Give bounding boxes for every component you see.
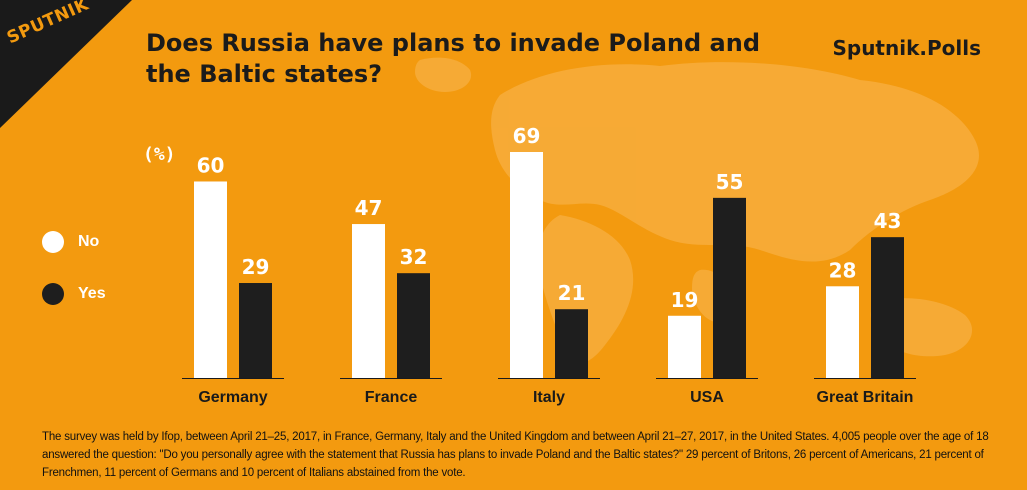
logo-shape bbox=[0, 0, 132, 128]
legend-label-no: No bbox=[78, 233, 100, 250]
value-label-italy-yes: 21 bbox=[558, 281, 586, 305]
legend-item-yes: Yes bbox=[42, 283, 106, 305]
value-label-great-britain-yes: 43 bbox=[874, 209, 902, 233]
legend-label-yes: Yes bbox=[78, 285, 106, 302]
bar-france-no bbox=[352, 224, 385, 378]
bar-usa-yes bbox=[713, 197, 746, 378]
bar-italy-yes bbox=[555, 309, 588, 378]
survey-footnote: The survey was held by Ifop, between Apr… bbox=[42, 431, 989, 479]
chart-title: Does Russia have plans to invade Poland … bbox=[146, 29, 760, 88]
legend-swatch-yes bbox=[42, 283, 64, 305]
bar-germany-no bbox=[194, 181, 227, 378]
bar-great-britain-yes bbox=[871, 237, 904, 378]
category-label-usa: USA bbox=[690, 389, 724, 406]
sputnik-logo: SPUTNIK bbox=[0, 0, 140, 130]
legend-item-no: No bbox=[42, 231, 99, 253]
legend-swatch-no bbox=[42, 231, 64, 253]
category-label-germany: Germany bbox=[198, 389, 267, 406]
value-label-germany-yes: 29 bbox=[242, 255, 270, 279]
unit-label: (%) bbox=[143, 144, 176, 165]
bar-great-britain-no bbox=[826, 286, 859, 378]
bar-usa-no bbox=[668, 315, 701, 378]
bar-italy-no bbox=[510, 152, 543, 378]
category-label-france: France bbox=[365, 389, 418, 406]
value-label-usa-yes: 55 bbox=[716, 170, 744, 194]
value-label-great-britain-no: 28 bbox=[829, 258, 857, 282]
value-label-france-no: 47 bbox=[355, 196, 383, 220]
category-label-great-britain: Great Britain bbox=[817, 389, 914, 406]
value-label-usa-no: 19 bbox=[671, 288, 699, 312]
bar-france-yes bbox=[397, 273, 430, 378]
sputnik-polls-brand: Sputnik.Polls bbox=[832, 36, 981, 60]
category-label-italy: Italy bbox=[533, 389, 565, 406]
value-label-italy-no: 69 bbox=[513, 124, 541, 148]
value-label-france-yes: 32 bbox=[400, 245, 428, 269]
value-label-germany-no: 60 bbox=[197, 153, 225, 177]
bar-germany-yes bbox=[239, 283, 272, 378]
